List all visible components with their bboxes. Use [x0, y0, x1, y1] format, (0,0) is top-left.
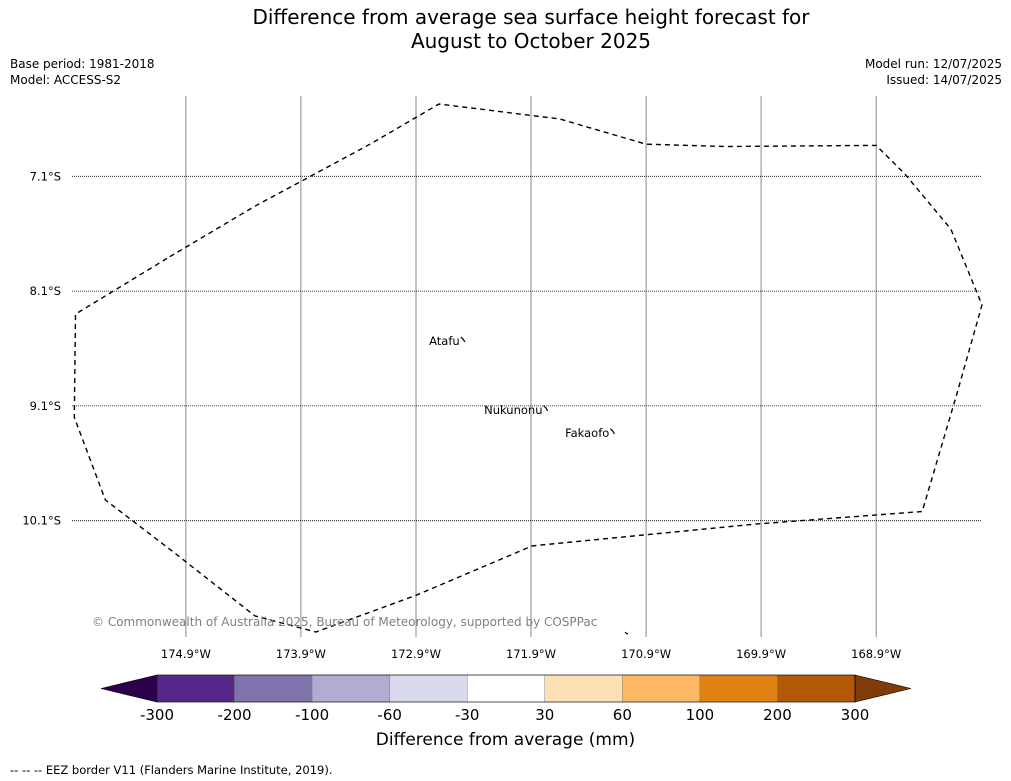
colorbar-bin [389, 674, 468, 703]
island-label: Atafu [429, 334, 460, 348]
colorbar-tick-label: -60 [377, 706, 402, 724]
colorbar-bin [234, 674, 313, 703]
colorbar-bin [311, 674, 390, 703]
colorbar-tick-label: 100 [686, 706, 715, 724]
colorbar-bin [699, 674, 778, 703]
title-line-2: August to October 2025 [410, 29, 652, 53]
colorbar-bin [622, 674, 701, 703]
base-period: Base period: 1981-2018 [10, 57, 155, 71]
lat-tick-label: 10.1°S [22, 514, 61, 528]
lon-tick-label: 169.9°W [736, 647, 786, 661]
colorbar-tick-label: 300 [841, 706, 870, 724]
reef-mark [624, 631, 629, 635]
lon-tick-label: 173.9°W [276, 647, 326, 661]
colorbar-extend-low [100, 674, 158, 703]
colorbar-extend-high [854, 674, 912, 703]
colorbar-tick-label: -30 [455, 706, 480, 724]
eez-border [73, 103, 983, 633]
copyright-text: © Commonwealth of Australia 2025, Bureau… [92, 615, 597, 629]
colorbar-title: Difference from average (mm) [375, 730, 636, 750]
issued-date: Issued: 14/07/2025 [886, 73, 1002, 87]
island-label: Nukunonu [484, 403, 542, 417]
lat-tick-label: 9.1°S [30, 399, 61, 413]
eez-legend-note: -- -- -- EEZ border V11 (Flanders Marine… [10, 763, 333, 777]
meta-right: Model run: 12/07/2025 Issued: 14/07/2025 [865, 56, 1002, 88]
colorbar-outline [156, 674, 856, 703]
meta-left: Base period: 1981-2018 Model: ACCESS-S2 [10, 56, 155, 88]
colorbar-tick-label: 200 [763, 706, 792, 724]
colorbar-tick-label: -200 [218, 706, 252, 724]
lon-tick-label: 172.9°W [391, 647, 441, 661]
lon-tick-label: 174.9°W [161, 647, 211, 661]
colorbar-bin [156, 674, 235, 703]
colorbar-bin [777, 674, 856, 703]
atoll-outline [460, 336, 466, 343]
lat-tick-label: 8.1°S [30, 284, 61, 298]
atoll-outline [543, 405, 549, 412]
map-panel: 174.9°W 173.9°W 172.9°W 171.9°W 170.9°W 169.9… [22, 96, 983, 661]
model-run: Model run: 12/07/2025 [864, 57, 1002, 71]
colorbar-tick-label: -300 [140, 706, 174, 724]
colorbar-tick-label: 60 [613, 706, 632, 724]
lon-tick-label: 170.9°W [621, 647, 671, 661]
title-line-1: Difference from average sea surface heig… [252, 5, 810, 29]
lon-tick-label: 171.9°W [506, 647, 556, 661]
lon-tick-label: 168.9°W [851, 647, 901, 661]
colorbar-tick-label: -100 [295, 706, 329, 724]
colorbar-tick-label: 30 [535, 706, 554, 724]
island-label: Fakaofo [565, 426, 609, 440]
colorbar-bin [544, 674, 623, 703]
lat-tick-label: 7.1°S [30, 169, 61, 183]
atoll-outline [609, 428, 615, 435]
model-name: Model: ACCESS-S2 [10, 73, 122, 87]
map-title: Difference from average sea surface heig… [0, 5, 1011, 53]
colorbar-bin [467, 674, 545, 703]
